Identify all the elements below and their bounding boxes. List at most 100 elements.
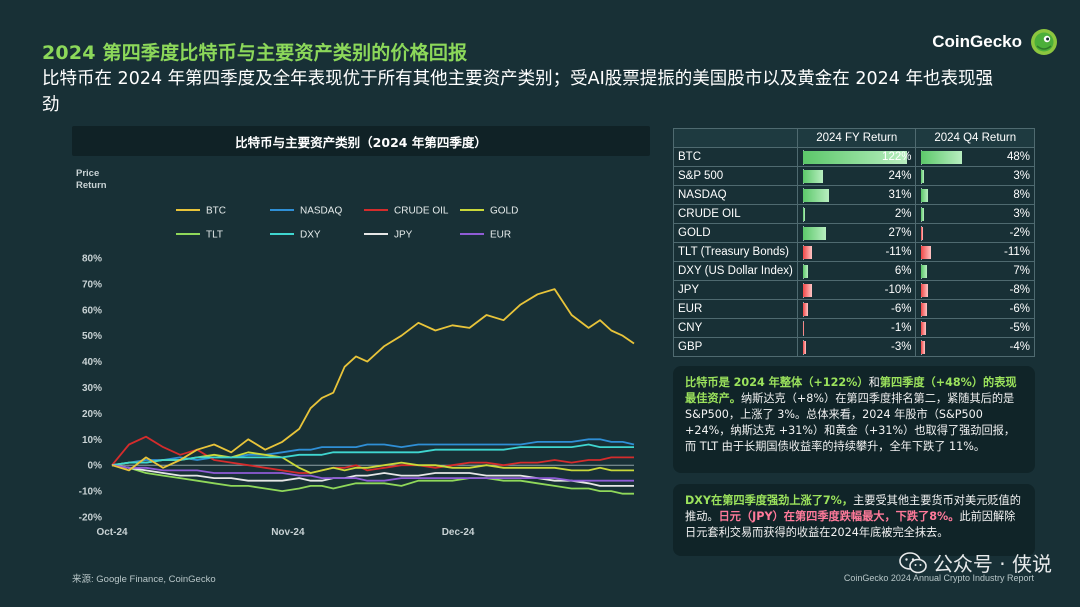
table-row: EUR -6% -6% <box>673 299 1035 319</box>
report-name: CoinGecko 2024 Annual Crypto Industry Re… <box>843 573 1034 583</box>
q4-return-cell: -6% <box>915 299 1035 319</box>
y-tick-label: 80% <box>82 254 102 265</box>
fy-return-cell: 2% <box>796 204 917 224</box>
legend-label: JPY <box>394 230 413 241</box>
data-bar <box>802 170 824 183</box>
data-bar <box>802 227 826 240</box>
table-row: GBP -3% -4% <box>673 337 1035 357</box>
asset-name: EUR <box>673 299 798 319</box>
table-row: JPY -10% -8% <box>673 280 1035 300</box>
data-bar <box>921 303 927 316</box>
fy-return-cell: 31% <box>796 185 917 205</box>
data-label: -6% <box>891 303 912 315</box>
y-axis-label: Price <box>76 168 99 179</box>
fy-return-cell: -1% <box>796 318 917 338</box>
asset-name: GOLD <box>673 223 798 243</box>
data-label: -5% <box>1009 322 1030 334</box>
series-line-btc <box>111 288 635 472</box>
brand: CoinGecko <box>932 28 1058 56</box>
chart-title: 比特币与主要资产类别（2024 年第四季度） <box>72 126 650 156</box>
legend-label: BTC <box>206 206 226 217</box>
data-label: 24% <box>888 170 912 182</box>
y-tick-label: 40% <box>82 357 102 368</box>
data-bar <box>802 303 809 316</box>
page-title: 2024 第四季度比特币与主要资产类别的价格回报 <box>42 42 468 64</box>
data-bar <box>802 322 805 335</box>
data-bar <box>802 246 813 259</box>
y-tick-label: -20% <box>79 513 102 524</box>
asset-name: BTC <box>673 147 798 167</box>
asset-name: TLT (Treasury Bonds) <box>673 242 798 262</box>
table-row: GOLD 27% -2% <box>673 223 1035 243</box>
data-label: 122% <box>882 151 912 163</box>
table-body: BTC 122% 48% S&P 500 24% 3% NASDAQ 31% 8% CRUDE O… <box>673 147 1035 357</box>
series-line-gold <box>111 451 634 474</box>
fy-return-cell: 122% <box>796 147 917 167</box>
q4-return-cell: -5% <box>915 318 1035 338</box>
data-label: -3% <box>891 341 912 353</box>
y-axis-label: Return <box>76 180 107 191</box>
x-tick-label: Nov-24 <box>271 527 305 538</box>
series-line-jpy <box>111 464 634 487</box>
asset-name: NASDAQ <box>673 185 798 205</box>
y-tick-label: 30% <box>82 383 102 394</box>
q4-return-cell: -2% <box>915 223 1035 243</box>
asset-name: GBP <box>673 337 798 357</box>
data-bar <box>921 208 925 221</box>
table-header-row: 2024 FY Return 2024 Q4 Return <box>673 128 1035 148</box>
data-label: -2% <box>1009 227 1030 239</box>
series-line-dxy <box>111 443 634 467</box>
y-tick-label: 20% <box>82 409 102 420</box>
table-row: S&P 500 24% 3% <box>673 166 1035 186</box>
note1-highlight-2: 第四季度（+48%）的表现最佳资产。 <box>685 376 1017 405</box>
q4-return-cell: -11% <box>915 242 1035 262</box>
fy-return-cell: 24% <box>796 166 917 186</box>
data-label: 7% <box>1013 265 1030 277</box>
series-line-tlt <box>111 464 634 495</box>
asset-name: JPY <box>673 280 798 300</box>
legend-label: CRUDE OIL <box>394 206 449 217</box>
x-tick-label: Oct-24 <box>96 527 128 538</box>
q4-return-cell: 3% <box>915 166 1035 186</box>
asset-name: DXY (US Dollar Index) <box>673 261 798 281</box>
note2-body-2: 此前因解除日元套利交易而获得的收益在2024年底被完全抹去。 <box>685 510 1016 539</box>
q4-return-cell: 8% <box>915 185 1035 205</box>
fy-return-cell: -3% <box>796 337 917 357</box>
data-label: 3% <box>1013 170 1030 182</box>
asset-name: S&P 500 <box>673 166 798 186</box>
fy-return-cell: -6% <box>796 299 917 319</box>
data-bar <box>921 341 925 354</box>
watermark: 公众号 · 侠说 <box>899 548 1052 577</box>
data-bar <box>802 284 812 297</box>
y-tick-label: -10% <box>79 487 102 498</box>
brand-name: CoinGecko <box>932 32 1022 51</box>
y-tick-label: 10% <box>82 435 102 446</box>
table-row: DXY (US Dollar Index) 6% 7% <box>673 261 1035 281</box>
page-subtitle: 比特币在 2024 年第四季度及全年表现优于所有其他主要资产类别；受AI股票提振… <box>42 69 993 115</box>
q4-return-cell: -8% <box>915 280 1035 300</box>
data-label: 31% <box>888 189 912 201</box>
note1-body: 纳斯达克（+8%）在第四季度排名第二，紧随其后的是 S&P500，上涨了 3%。… <box>685 392 1016 453</box>
watermark-text: 公众号 · 侠说 <box>932 552 1052 576</box>
data-label: -8% <box>1009 284 1030 296</box>
data-bar <box>921 284 929 297</box>
series-line-eur <box>111 464 634 482</box>
table-header-asset <box>673 128 798 148</box>
table-row: TLT (Treasury Bonds) -11% -11% <box>673 242 1035 262</box>
data-label: 8% <box>1013 189 1030 201</box>
data-bar <box>921 322 926 335</box>
note2-highlight-2: 日元（JPY）在第四季度跌幅最大，下跌了8%。 <box>718 510 960 523</box>
table-header-fy: 2024 FY Return <box>796 128 917 148</box>
note1-joiner: 和 <box>868 376 880 389</box>
data-bar <box>921 151 963 164</box>
chart-panel: Price Return 80% 70% 60% 50% 40% 30% 20% 10% 0% -10… <box>72 126 650 566</box>
data-label: 6% <box>894 265 912 277</box>
data-bar <box>802 189 830 202</box>
data-label: -1% <box>891 322 912 334</box>
table-row: NASDAQ 31% 8% <box>673 185 1035 205</box>
table-row: BTC 122% 48% <box>673 147 1035 167</box>
y-tick-label: 0% <box>88 461 103 472</box>
data-bar <box>921 170 925 183</box>
note1-highlight-1: 比特币是 2024 年整体（+122%） <box>685 376 869 389</box>
